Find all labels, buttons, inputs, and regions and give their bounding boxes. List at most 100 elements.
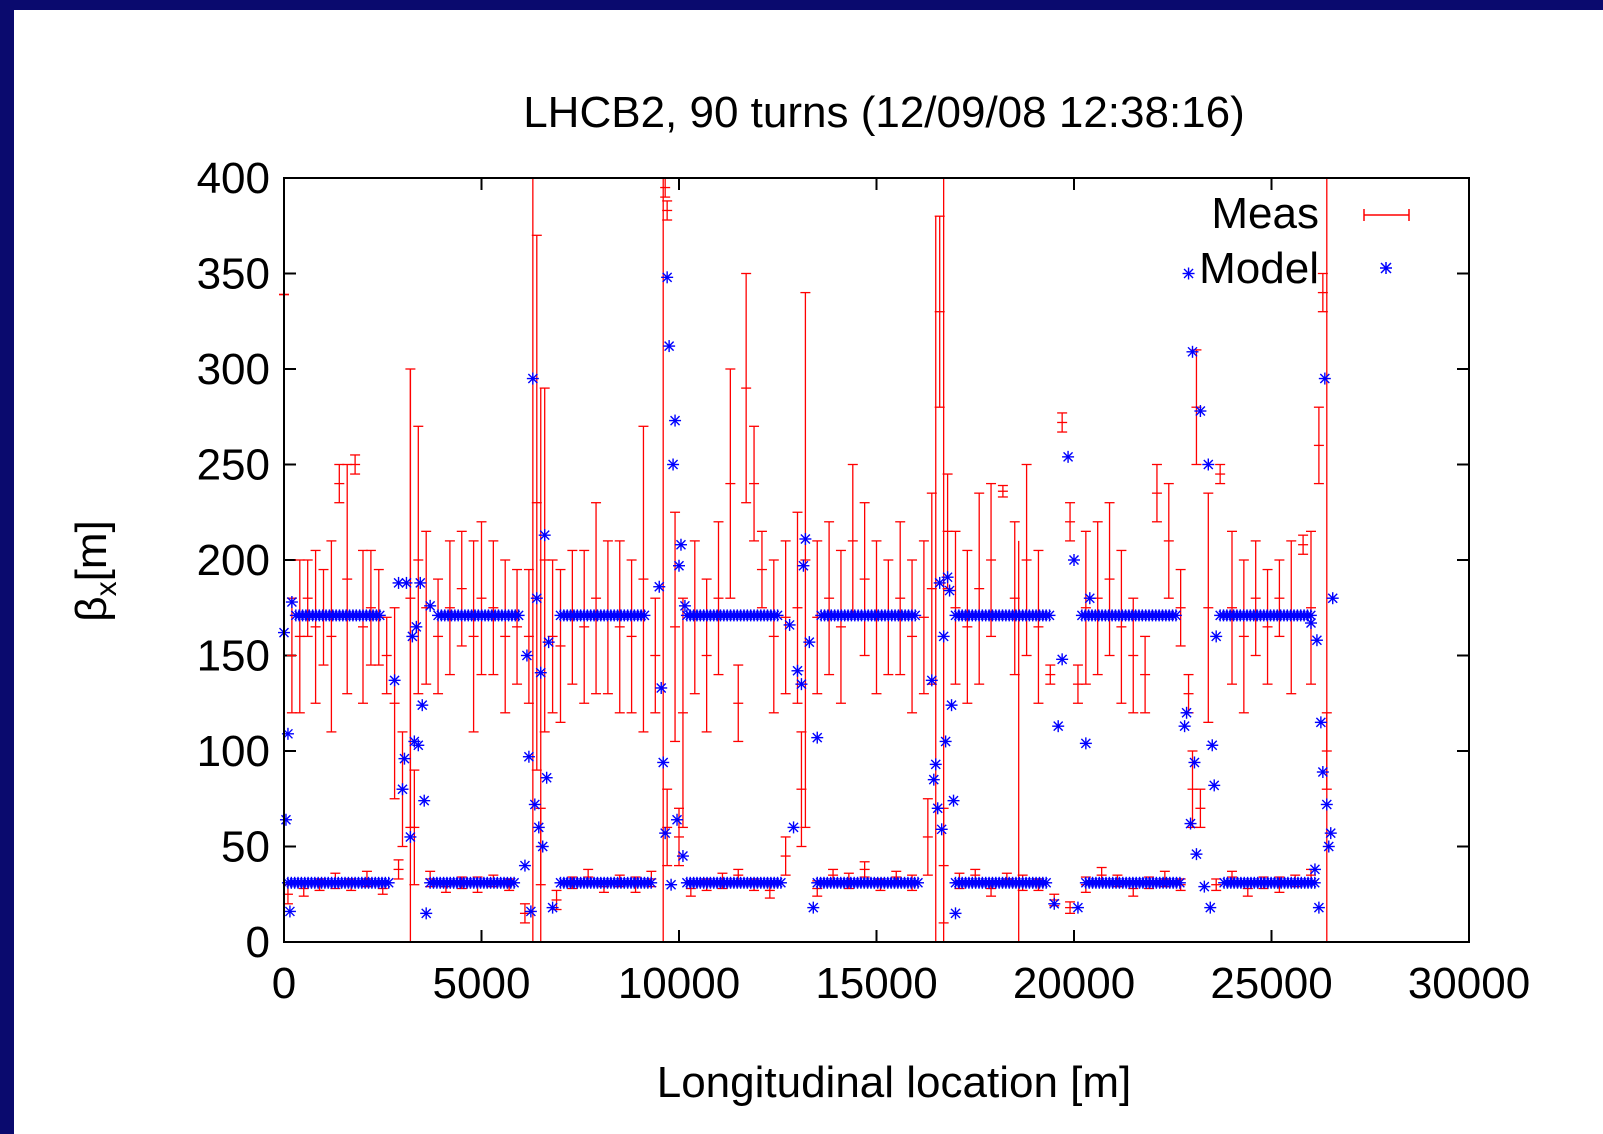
meas-point: [591, 502, 602, 695]
meas-point: [725, 368, 736, 599]
meas-point: [413, 425, 424, 695]
meas-point: [749, 425, 760, 542]
meas-point: [1211, 878, 1222, 892]
model-point: [947, 794, 960, 807]
meas-point: [677, 597, 688, 829]
model-point: [418, 794, 431, 807]
model-point: [1083, 592, 1096, 605]
model-point: [929, 758, 942, 771]
meas-point: [796, 731, 807, 848]
model-series: [278, 267, 1339, 920]
meas-point: [859, 502, 870, 657]
meas-point: [1313, 406, 1324, 485]
model-point: [1043, 609, 1056, 622]
meas-point: [1033, 549, 1044, 704]
model-point: [1184, 817, 1197, 830]
meas-point: [670, 511, 681, 743]
meas-point: [1274, 559, 1285, 638]
meas-point: [1262, 568, 1273, 685]
meas-point: [1045, 664, 1056, 685]
model-point: [1206, 739, 1219, 752]
model-point: [676, 850, 689, 863]
model-point: [283, 905, 296, 918]
model-point: [911, 876, 924, 889]
model-point: [1312, 901, 1325, 914]
model-point: [1322, 840, 1335, 853]
meas-point: [733, 664, 744, 743]
model-point: [528, 798, 541, 811]
meas-point: [847, 463, 858, 618]
meas-point: [1151, 463, 1162, 523]
model-point: [665, 878, 678, 891]
meas-point: [1057, 412, 1068, 433]
meas-point: [421, 530, 432, 685]
model-point: [534, 666, 547, 679]
y-tick-label: 400: [197, 154, 270, 203]
meas-point: [1227, 530, 1237, 685]
model-point: [1198, 880, 1211, 893]
meas-point: [1104, 502, 1115, 657]
model-point: [673, 559, 685, 572]
model-point: [661, 271, 674, 284]
model-point: [1316, 766, 1329, 779]
model-point: [674, 538, 687, 551]
legend-model-swatch: [1380, 262, 1392, 274]
meas-point: [780, 540, 791, 695]
meas-point: [579, 549, 590, 704]
model-point: [1190, 848, 1203, 861]
model-point: [774, 876, 787, 889]
model-point: [538, 529, 551, 542]
y-tick-label: 250: [197, 441, 270, 490]
meas-point: [626, 559, 637, 714]
model-point: [373, 609, 386, 622]
model-point: [787, 821, 800, 834]
meas-point: [389, 607, 400, 800]
meas-point: [1215, 463, 1226, 485]
model-point: [1194, 405, 1207, 418]
model-point: [512, 609, 525, 622]
model-point: [653, 580, 666, 593]
y-tick-label: 300: [197, 345, 270, 394]
meas-point: [756, 530, 767, 609]
meas-point: [365, 549, 376, 666]
model-point: [1320, 798, 1333, 811]
model-point: [508, 876, 521, 889]
meas-point: [859, 861, 870, 878]
model-point: [285, 596, 298, 609]
meas-point: [638, 425, 649, 733]
model-point: [1062, 450, 1075, 463]
model-point: [536, 840, 549, 853]
model-point: [404, 830, 417, 843]
meas-point: [1080, 530, 1091, 685]
meas-point: [1116, 549, 1127, 704]
model-point: [937, 630, 950, 643]
meas-point: [950, 530, 961, 685]
y-tick-label: 150: [197, 632, 270, 681]
meas-point: [1238, 559, 1249, 714]
meas-point: [350, 454, 361, 475]
meas-point: [358, 549, 368, 704]
legend: Meas Model: [1199, 189, 1410, 293]
model-point: [1314, 716, 1327, 729]
model-point: [1318, 372, 1331, 385]
meas-point: [768, 559, 779, 714]
model-point: [909, 609, 922, 622]
y-tick-label: 50: [221, 823, 270, 872]
model-point: [414, 576, 427, 589]
model-point: [400, 576, 413, 589]
model-point: [1040, 876, 1053, 889]
model-point: [797, 559, 810, 572]
model-point: [388, 674, 401, 687]
x-tick-label: 15000: [815, 959, 937, 1008]
legend-label-model: Model: [1199, 244, 1319, 293]
meas-point: [962, 549, 973, 704]
meas-point: [824, 521, 835, 676]
y-tick-label: 200: [197, 536, 270, 585]
model-point: [1305, 617, 1317, 630]
meas-point: [1298, 534, 1309, 555]
x-axis-label: Longitudinal location [m]: [657, 1058, 1132, 1107]
meas-point: [393, 859, 404, 880]
y-tick-label: 100: [197, 727, 270, 776]
meas-point: [551, 889, 562, 911]
model-point: [518, 859, 531, 872]
